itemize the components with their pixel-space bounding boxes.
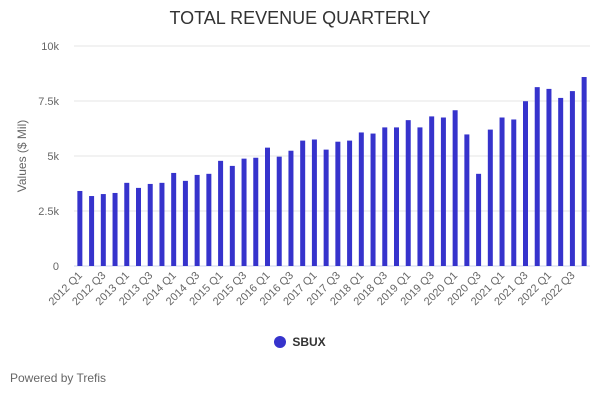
bar-2022-q2 bbox=[558, 97, 564, 266]
bar-2018-q1 bbox=[358, 132, 364, 266]
y-tick-label: 7.5k bbox=[38, 96, 59, 108]
bar-2014-q4 bbox=[206, 173, 212, 266]
bar-2017-q2 bbox=[323, 149, 329, 266]
bar-2017-q4 bbox=[347, 140, 353, 266]
bar-2022-q1 bbox=[546, 88, 552, 267]
y-tick-label: 5k bbox=[47, 151, 59, 163]
bar-2016-q1 bbox=[265, 147, 270, 266]
bar-2015-q3 bbox=[241, 158, 247, 266]
bar-2021-q2 bbox=[511, 119, 517, 266]
bar-2020-q2 bbox=[464, 134, 470, 266]
bar-2014-q1 bbox=[171, 172, 177, 266]
bar-2013-q3 bbox=[147, 183, 153, 266]
bar-2019-q2 bbox=[417, 127, 423, 267]
bar-2016-q4 bbox=[300, 140, 306, 266]
bar-2012-q1 bbox=[77, 190, 83, 266]
bar-2013-q1 bbox=[124, 182, 130, 266]
bar-2020-q3 bbox=[476, 173, 482, 266]
bar-2017-q3 bbox=[335, 141, 341, 266]
bar-2015-q4 bbox=[253, 157, 259, 266]
bar-2021-q3 bbox=[523, 101, 528, 266]
bar-2013-q4 bbox=[159, 182, 165, 266]
bar-2021-q1 bbox=[499, 117, 505, 266]
bar-2012-q3 bbox=[100, 194, 106, 266]
bar-2019-q4 bbox=[440, 117, 446, 266]
bar-2022-q4 bbox=[581, 77, 587, 267]
bar-2018-q2 bbox=[370, 133, 376, 266]
bar-2020-q1 bbox=[452, 110, 458, 267]
bar-2018-q4 bbox=[394, 127, 399, 267]
legend-marker-sbux bbox=[274, 336, 287, 348]
bar-2020-q4 bbox=[487, 129, 493, 266]
bar-2013-q2 bbox=[136, 187, 141, 266]
legend[interactable]: SBUX bbox=[0, 335, 600, 349]
y-axis-label: Values ($ Mil) bbox=[15, 120, 29, 192]
bar-2014-q2 bbox=[182, 180, 188, 266]
bar-2019-q3 bbox=[429, 116, 435, 267]
bar-2022-q3 bbox=[569, 91, 575, 266]
y-tick-label: 0 bbox=[53, 261, 59, 273]
y-tick-label: 10k bbox=[41, 41, 59, 53]
bar-2021-q4 bbox=[534, 87, 540, 266]
chart-title: TOTAL REVENUE QUARTERLY bbox=[169, 8, 431, 28]
bar-2019-q1 bbox=[405, 120, 411, 266]
bar-2018-q3 bbox=[382, 127, 388, 267]
bar-2014-q3 bbox=[194, 174, 200, 266]
bar-2012-q2 bbox=[89, 196, 95, 266]
bar-2015-q2 bbox=[229, 165, 235, 266]
y-tick-label: 2.5k bbox=[38, 206, 59, 218]
bar-2017-q1 bbox=[311, 139, 317, 266]
bar-2015-q1 bbox=[218, 160, 224, 266]
bar-2016-q3 bbox=[288, 150, 294, 266]
bar-2012-q4 bbox=[112, 192, 118, 266]
legend-label-sbux: SBUX bbox=[292, 335, 326, 349]
bar-2016-q2 bbox=[276, 156, 282, 266]
powered-by-text: Powered by Trefis bbox=[10, 371, 107, 385]
